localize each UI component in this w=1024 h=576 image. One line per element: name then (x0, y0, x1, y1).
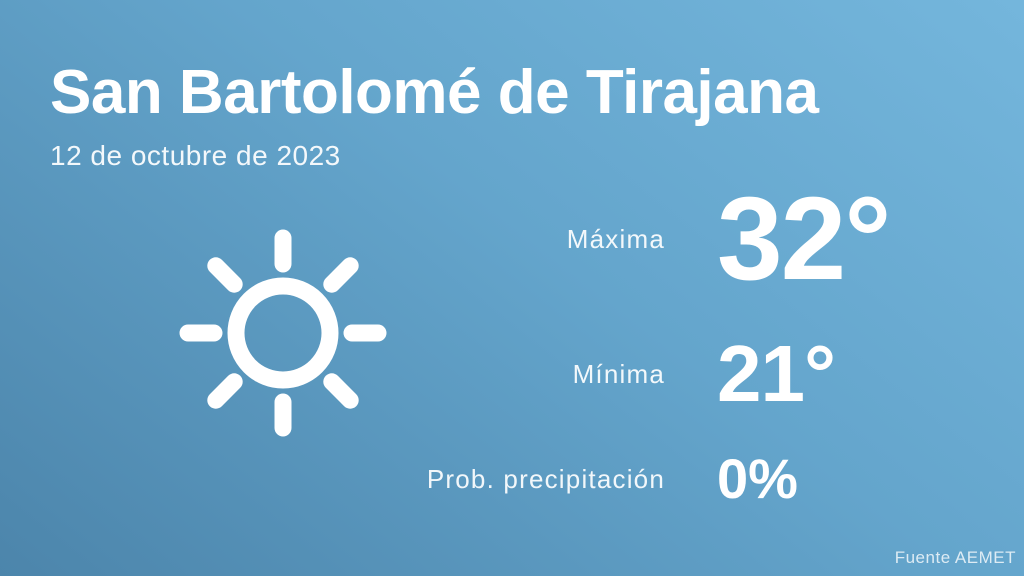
page-title: San Bartolomé de Tirajana (50, 58, 819, 127)
max-temperature-row: Máxima 32° (0, 180, 1024, 298)
min-temperature-value: 21° (717, 329, 836, 418)
min-temperature-row: Mínima 21° (0, 334, 1024, 414)
source-attribution: Fuente AEMET (894, 548, 1016, 567)
precipitation-probability-label: Prob. precipitación (426, 464, 665, 494)
max-temperature-label: Máxima (566, 224, 665, 254)
sun-icon (171, 221, 395, 445)
precipitation-probability-row: Prob. precipitación 0% (0, 451, 1024, 507)
forecast-date: 12 de octubre de 2023 (50, 140, 341, 171)
max-temperature-value: 32° (717, 173, 891, 305)
precipitation-probability-value: 0% (717, 447, 798, 510)
header: San Bartolomé de Tirajana 12 de octubre … (50, 62, 819, 172)
min-temperature-label: Mínima (572, 359, 665, 389)
